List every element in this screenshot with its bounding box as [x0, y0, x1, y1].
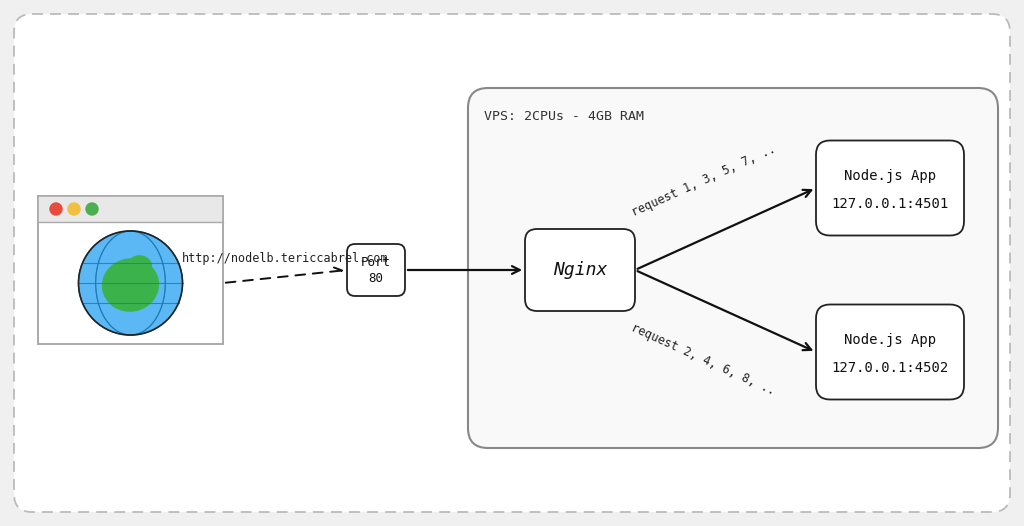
Text: 127.0.0.1:4501: 127.0.0.1:4501	[831, 197, 948, 211]
Ellipse shape	[102, 259, 159, 311]
Ellipse shape	[130, 256, 152, 274]
FancyBboxPatch shape	[14, 14, 1010, 512]
Circle shape	[86, 203, 98, 215]
Text: Port
80: Port 80	[361, 256, 391, 285]
FancyBboxPatch shape	[525, 229, 635, 311]
Text: Nginx: Nginx	[553, 261, 607, 279]
Text: Node.js App: Node.js App	[844, 333, 936, 347]
Text: 127.0.0.1:4502: 127.0.0.1:4502	[831, 361, 948, 375]
FancyBboxPatch shape	[38, 196, 223, 222]
FancyBboxPatch shape	[38, 196, 223, 344]
Text: request 2, 4, 6, 8, ..: request 2, 4, 6, 8, ..	[630, 321, 777, 398]
FancyBboxPatch shape	[816, 305, 964, 400]
FancyBboxPatch shape	[468, 88, 998, 448]
Text: VPS: 2CPUs - 4GB RAM: VPS: 2CPUs - 4GB RAM	[484, 110, 644, 123]
Circle shape	[68, 203, 80, 215]
Circle shape	[50, 203, 62, 215]
Circle shape	[79, 231, 182, 335]
Text: http://nodelb.tericcabrel.com: http://nodelb.tericcabrel.com	[181, 252, 388, 265]
FancyBboxPatch shape	[347, 244, 406, 296]
Text: Node.js App: Node.js App	[844, 169, 936, 183]
FancyBboxPatch shape	[816, 140, 964, 236]
Text: request 1, 3, 5, 7, ..: request 1, 3, 5, 7, ..	[630, 143, 777, 219]
